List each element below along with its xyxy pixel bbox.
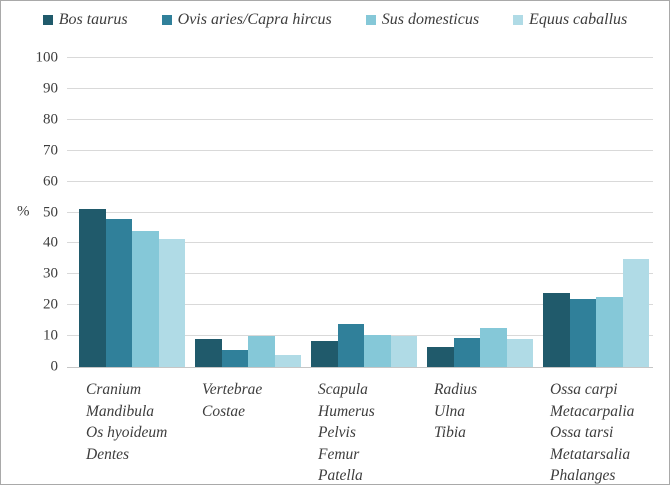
bar (453, 337, 480, 367)
bar-group (195, 58, 301, 367)
x-category-label-line: Phalanges (550, 467, 616, 484)
legend-label: Bos taurus (58, 11, 128, 28)
x-category-label-line: Mandibula (86, 402, 155, 420)
x-category-label: Cranium Mandibula Os hyoideum Dentes (79, 379, 185, 484)
gridline (67, 149, 653, 151)
y-tick-label: 10 (43, 327, 58, 344)
x-category-label: Scapula Humerus Pelvis Femur Patella (311, 379, 417, 484)
bar (311, 340, 338, 367)
plot-area (67, 57, 653, 368)
x-category-label-line: Cranium (86, 381, 142, 398)
y-tick-label: 60 (43, 173, 58, 190)
bar (158, 238, 185, 367)
gridline (67, 180, 653, 182)
x-category-label-line: Tibia (434, 424, 466, 441)
legend-swatch-icon (161, 15, 172, 25)
gridline (67, 304, 653, 306)
legend-item: Bos taurus (42, 11, 128, 29)
bar (569, 299, 596, 367)
y-tick-label: 100 (35, 49, 59, 66)
legend-item: Ovis aries/Capra hircus (161, 11, 332, 29)
y-tick-label: 40 (43, 234, 58, 251)
x-category-label-line: Scapula (318, 381, 368, 398)
y-tick-label: 50 (43, 204, 58, 220)
bar-group (311, 58, 417, 367)
bar (622, 258, 649, 367)
bar (221, 350, 248, 367)
bar (337, 323, 364, 367)
legend-label: Sus domesticus (381, 11, 480, 28)
x-category-label-line: Os hyoideum (86, 424, 168, 441)
bar (248, 336, 275, 367)
legend-swatch-icon (42, 15, 53, 25)
y-tick-label: 70 (43, 142, 58, 159)
bar (427, 346, 454, 367)
bar (364, 334, 391, 367)
gridline (67, 118, 653, 120)
bar (274, 354, 301, 367)
x-category-label: Ossa carpi Metacarpalia Ossa tarsi Metatars… (543, 379, 649, 484)
bar (132, 231, 159, 367)
legend-swatch-icon (365, 15, 376, 25)
x-category-label-line: Costae (202, 402, 246, 420)
x-category-label-line: Pelvis (318, 424, 356, 441)
legend-label: Ovis aries/Capra hircus (177, 11, 332, 28)
y-tick-label: 20 (43, 296, 58, 313)
x-category-label-line: Ossa carpi (550, 381, 618, 398)
x-category-label-line: Metatarsalia (550, 445, 631, 463)
bar (596, 297, 623, 367)
x-category-label-line: Ossa tarsi (550, 424, 614, 441)
x-category-label-line: Patella (318, 467, 363, 484)
x-category-label-line: Humerus (318, 402, 375, 420)
x-category-label-line: Metacarpalia (550, 402, 635, 420)
legend-item: Equus caballus (513, 11, 627, 29)
x-category-label-line: Femur (318, 445, 360, 463)
x-category-label-line: Ulna (434, 402, 465, 420)
x-category-label: Radius Ulna Tibia (427, 379, 533, 484)
y-axis-title: % (17, 203, 30, 220)
bar-group (427, 58, 533, 367)
chart-legend: Bos taurus Ovis aries/Capra hircus Sus dom… (1, 11, 669, 29)
gridline (67, 57, 653, 58)
gridline (67, 367, 653, 368)
y-tick-label: 80 (43, 111, 58, 128)
bar (480, 328, 507, 367)
bar (195, 339, 222, 367)
bar (390, 336, 417, 367)
gridline (67, 242, 653, 244)
y-tick-label: 30 (43, 265, 58, 282)
bars-row (67, 58, 653, 367)
gridline (67, 87, 653, 89)
x-category-label-line: Radius (434, 381, 478, 398)
bar-group (543, 58, 649, 367)
y-tick-label: 0 (50, 358, 59, 375)
y-tick-label: 90 (43, 80, 58, 97)
x-category-label: Vertebrae Costae (195, 379, 301, 484)
gridline (67, 211, 653, 213)
bar (506, 339, 533, 367)
bar (543, 292, 570, 367)
x-category-label-line: Dentes (86, 445, 130, 463)
legend-item: Sus domesticus (365, 11, 480, 29)
legend-swatch-icon (513, 15, 524, 25)
gridline (67, 273, 653, 275)
bar (105, 218, 132, 367)
x-axis-category-labels: Cranium Mandibula Os hyoideum Dentes Vertebr… (67, 379, 665, 484)
y-axis-tick-labels: 0 10 20 30 40 50 60 70 80 90 100 (1, 50, 59, 375)
x-category-label-line: Vertebrae (202, 381, 263, 398)
bar-group (79, 58, 185, 367)
legend-label: Equus caballus (529, 11, 628, 28)
bar (79, 209, 106, 367)
